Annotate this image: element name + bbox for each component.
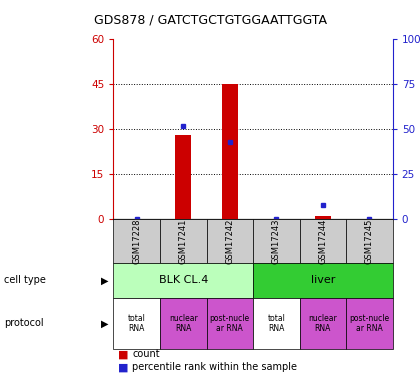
Text: total
RNA: total RNA <box>128 314 146 333</box>
Text: GSM17242: GSM17242 <box>225 218 234 264</box>
Text: ■: ■ <box>118 350 128 359</box>
Text: post-nucle
ar RNA: post-nucle ar RNA <box>210 314 250 333</box>
Text: total
RNA: total RNA <box>268 314 285 333</box>
Text: GSM17243: GSM17243 <box>272 218 281 264</box>
Text: protocol: protocol <box>4 318 44 328</box>
Text: GSM17241: GSM17241 <box>179 218 188 264</box>
Text: ▶: ▶ <box>101 275 109 285</box>
Text: GSM17244: GSM17244 <box>318 218 327 264</box>
Text: GSM17228: GSM17228 <box>132 218 141 264</box>
Text: nuclear
RNA: nuclear RNA <box>309 314 337 333</box>
Text: ▶: ▶ <box>101 318 109 328</box>
Bar <box>175 135 192 219</box>
Text: cell type: cell type <box>4 275 46 285</box>
Text: liver: liver <box>311 275 335 285</box>
Text: post-nucle
ar RNA: post-nucle ar RNA <box>349 314 389 333</box>
Text: GDS878 / GATCTGCTGTGGAATTGGTA: GDS878 / GATCTGCTGTGGAATTGGTA <box>94 13 326 26</box>
Text: BLK CL.4: BLK CL.4 <box>158 275 208 285</box>
Text: GSM17245: GSM17245 <box>365 218 374 264</box>
Text: nuclear
RNA: nuclear RNA <box>169 314 197 333</box>
Bar <box>315 216 331 219</box>
Text: count: count <box>132 350 160 359</box>
Text: percentile rank within the sample: percentile rank within the sample <box>132 363 297 372</box>
Text: ■: ■ <box>118 363 128 372</box>
Bar <box>222 84 238 219</box>
